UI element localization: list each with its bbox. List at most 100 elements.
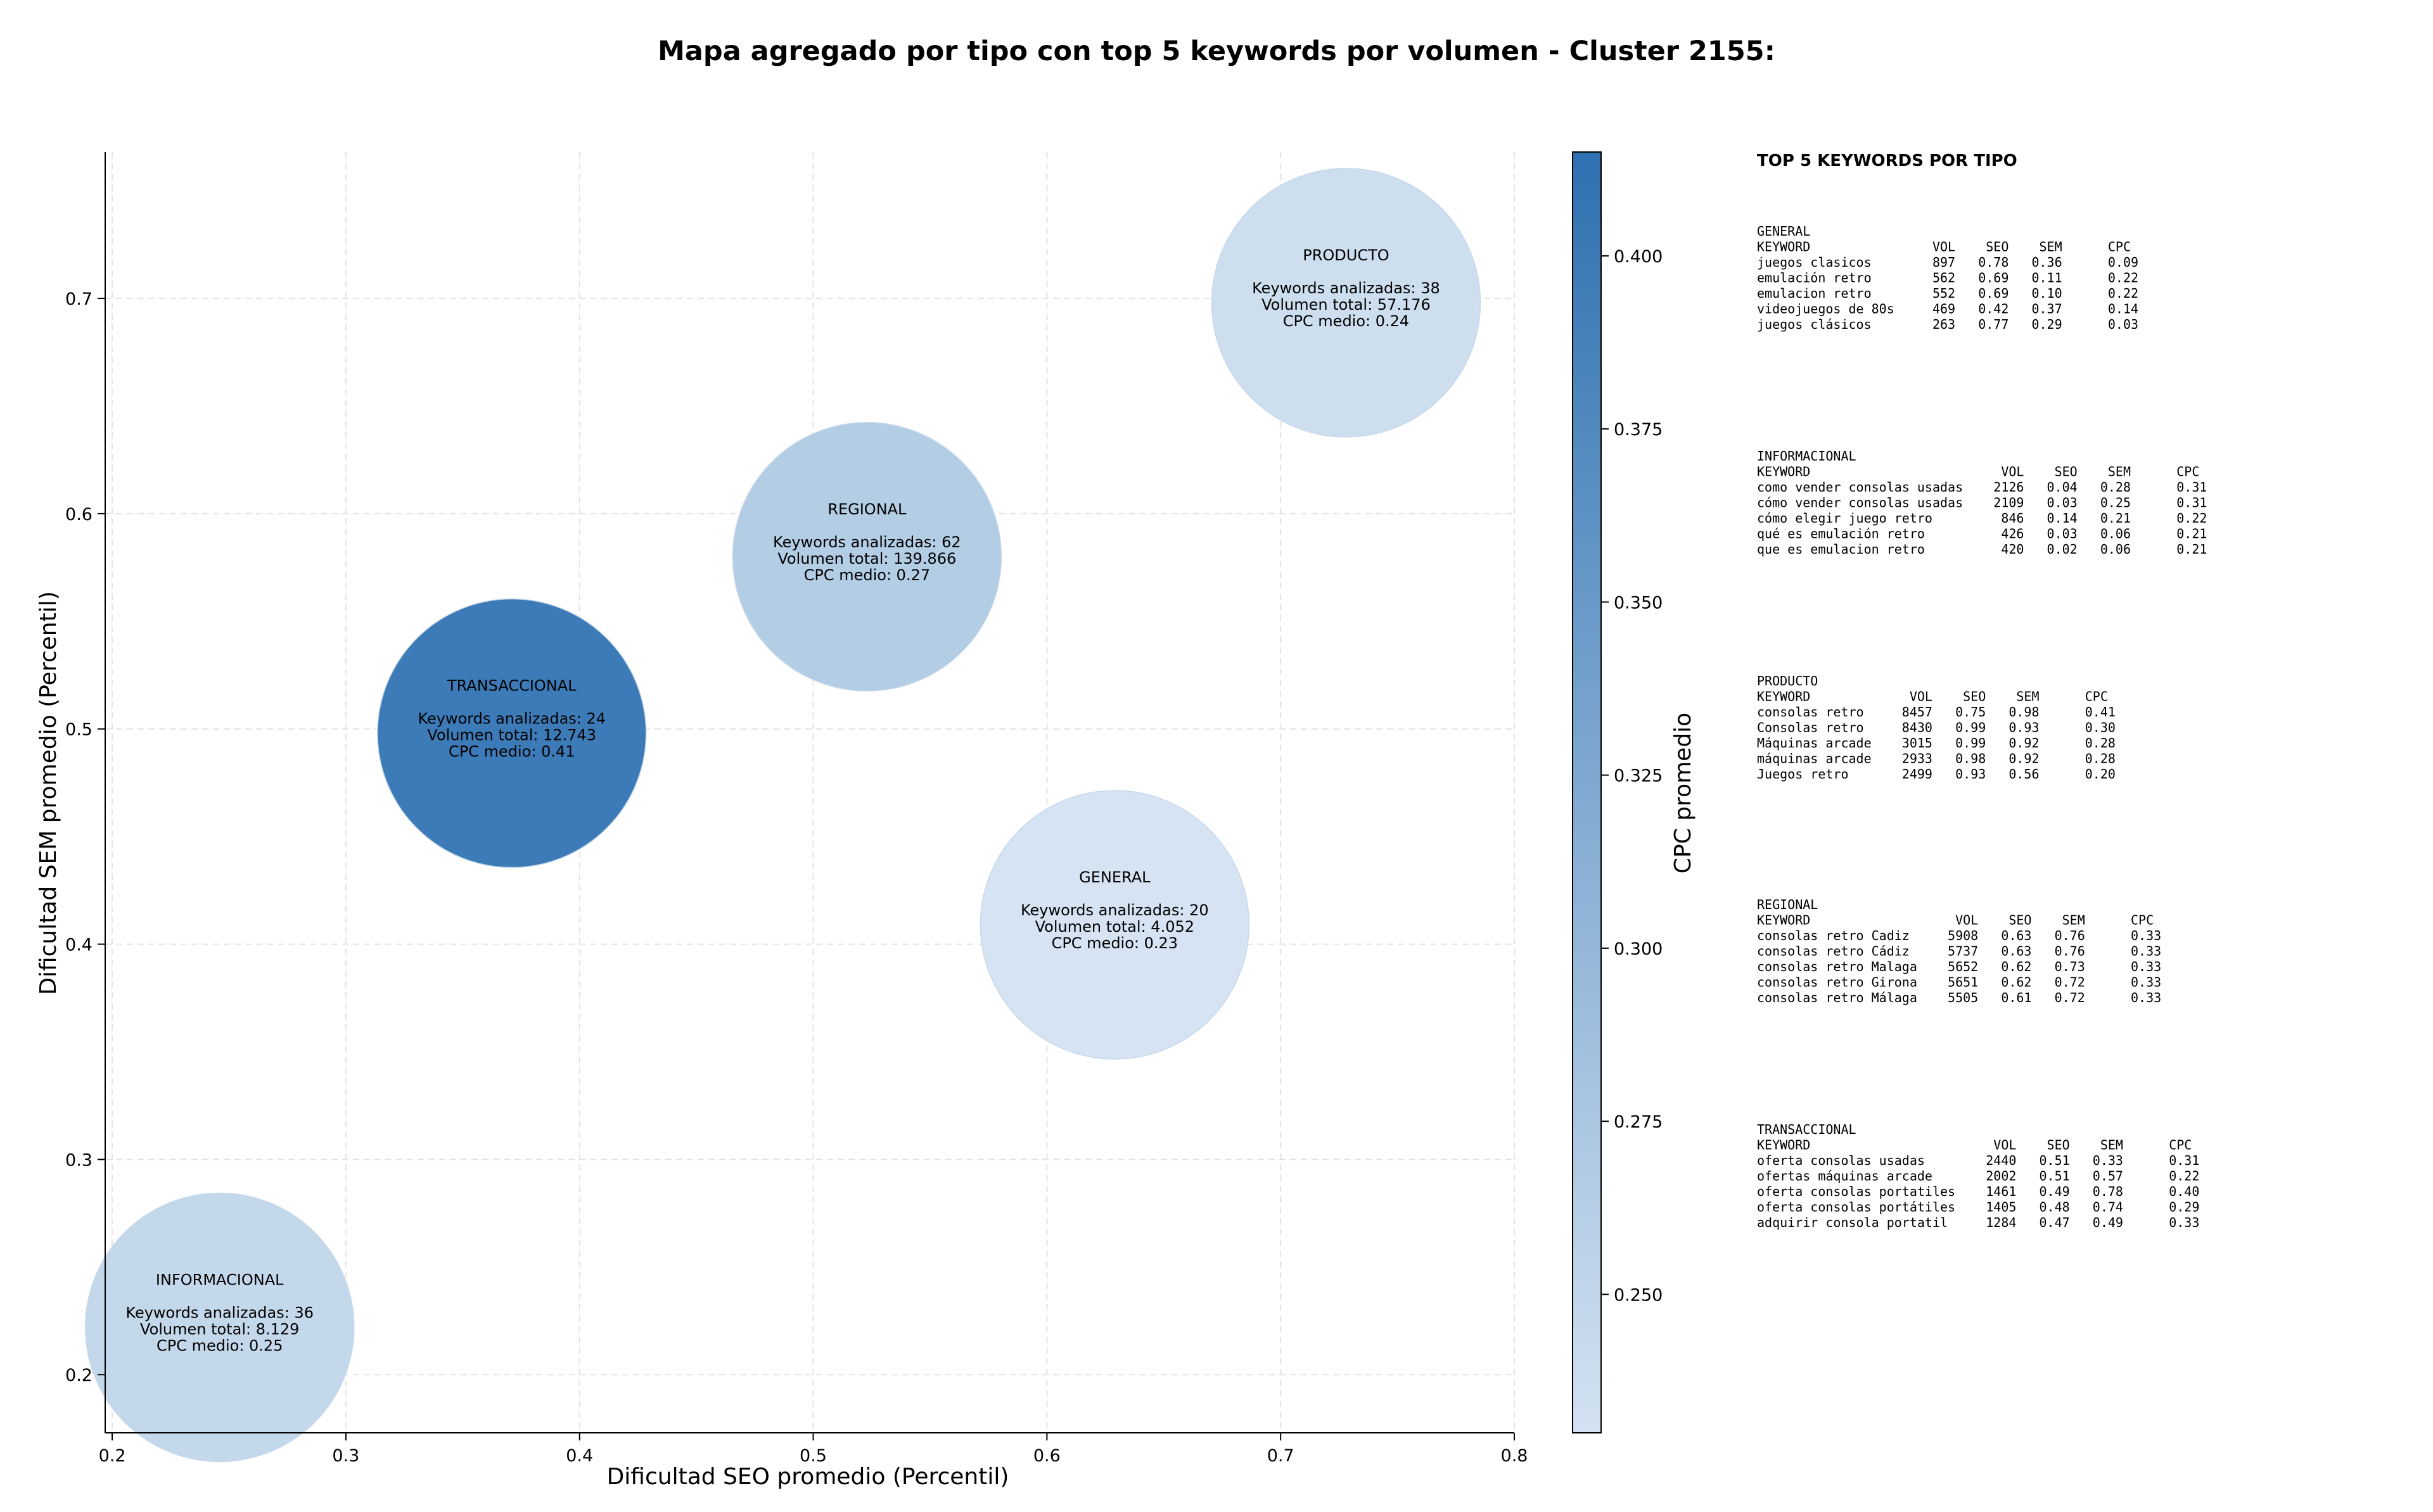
- bubble-keywords-label: Keywords analizadas: 36: [125, 1304, 314, 1321]
- x-tick-label: 0.8: [1501, 1446, 1528, 1466]
- bubble-keywords-label: Keywords analizadas: 24: [418, 710, 606, 728]
- bubble-group: TRANSACCIONAL Keywords analizadas: 24Volu…: [377, 598, 647, 868]
- bubble-keywords-label: Keywords analizadas: 38: [1252, 279, 1440, 297]
- table-row: oferta consolas portátiles 1405 0.48 0.7…: [1757, 1200, 2199, 1215]
- table-row: emulación retro 562 0.69 0.11 0.22: [1757, 270, 2138, 286]
- x-axis-label: Dificultad SEO promedio (Percentil): [607, 1464, 1009, 1490]
- x-tick-label: 0.7: [1267, 1446, 1294, 1466]
- bubble-type-label: INFORMACIONAL: [156, 1271, 284, 1288]
- colorbar-tick-label: 0.300: [1614, 939, 1663, 959]
- axes: 0.2 0.3 0.4 0.5 0.6 0.7 0.8 0.2 0.3 0.4 0.5 0.6 0.7: [65, 152, 1528, 1466]
- table-row: cómo elegir juego retro 846 0.14 0.21 0.…: [1757, 511, 2207, 526]
- table-row: Consolas retro 8430 0.99 0.93 0.30: [1757, 720, 2116, 735]
- x-tick-label: 0.3: [332, 1446, 359, 1466]
- bubble-volume-label: Volumen total: 4.052: [1035, 918, 1194, 936]
- colorbar-tick-label: 0.275: [1614, 1112, 1663, 1132]
- table-group-title: PRODUCTO: [1757, 673, 1818, 689]
- bubble-cpc-label: CPC medio: 0.25: [156, 1337, 283, 1354]
- bubble-cpc-label: CPC medio: 0.23: [1052, 934, 1178, 952]
- bubble-cpc-label: CPC medio: 0.24: [1283, 312, 1410, 330]
- bubble-keywords-label: Keywords analizadas: 20: [1021, 901, 1209, 919]
- table-row: videojuegos de 80s 469 0.42 0.37 0.14: [1757, 302, 2138, 317]
- x-tick-label: 0.6: [1033, 1446, 1061, 1466]
- table-row: que es emulacion retro 420 0.02 0.06 0.2…: [1757, 542, 2207, 557]
- table-row: máquinas arcade 2933 0.98 0.92 0.28: [1757, 751, 2116, 766]
- bubble-volume-label: Volumen total: 12.743: [427, 727, 596, 744]
- y-tick-label: 0.3: [65, 1150, 93, 1170]
- x-tick-label: 0.4: [566, 1446, 593, 1466]
- colorbar-gradient: [1572, 151, 1602, 1433]
- table-group-title: REGIONAL: [1757, 897, 1818, 912]
- table-header-row: KEYWORD VOL SEO SEM CPC: [1757, 689, 2108, 704]
- bubble-type-label: REGIONAL: [827, 500, 907, 518]
- table-row: emulacion retro 552 0.69 0.10 0.22: [1757, 286, 2138, 301]
- y-tick-label: 0.6: [65, 505, 93, 524]
- x-tick-label: 0.5: [800, 1446, 827, 1466]
- table-group-title: GENERAL: [1757, 224, 1810, 239]
- y-tick-label: 0.4: [65, 936, 93, 955]
- table-row: oferta consolas portatiles 1461 0.49 0.7…: [1757, 1184, 2199, 1199]
- y-tick-label: 0.7: [65, 289, 93, 309]
- x-tick-label: 0.2: [99, 1446, 126, 1466]
- table-header-row: KEYWORD VOL SEO SEM CPC: [1757, 464, 2199, 480]
- bubble-keywords-label: Keywords analizadas: 62: [773, 533, 961, 551]
- colorbar-tick-label: 0.350: [1614, 593, 1663, 613]
- bubble: [1211, 168, 1481, 438]
- table-row: adquirir consola portatil 1284 0.47 0.49…: [1757, 1215, 2199, 1230]
- table-row: juegos clásicos 263 0.77 0.29 0.03: [1757, 317, 2138, 332]
- table-header-row: KEYWORD VOL SEO SEM CPC: [1757, 1138, 2192, 1153]
- table-row: consolas retro Malaga 5652 0.62 0.73 0.3…: [1757, 959, 2161, 974]
- bubble-type-label: GENERAL: [1079, 868, 1151, 886]
- colorbar-label: CPC promedio: [1670, 713, 1696, 874]
- colorbar-tick-label: 0.375: [1614, 420, 1663, 440]
- bubble-volume-label: Volumen total: 8.129: [140, 1320, 299, 1338]
- bubble: [377, 598, 647, 868]
- colorbar-tick-label: 0.250: [1614, 1285, 1663, 1305]
- bubble-group: INFORMACIONAL Keywords analizadas: 36Volu…: [84, 1192, 355, 1463]
- table-row: Máquinas arcade 3015 0.99 0.92 0.28: [1757, 735, 2116, 751]
- table-row: consolas retro Málaga 5505 0.61 0.72 0.3…: [1757, 990, 2161, 1005]
- y-axis-label: Dificultad SEM promedio (Percentil): [35, 591, 61, 995]
- table-row: ofertas máquinas arcade 2002 0.51 0.57 0…: [1757, 1169, 2199, 1184]
- bubble-cpc-label: CPC medio: 0.27: [804, 566, 931, 584]
- colorbar-tick-label: 0.400: [1614, 247, 1663, 267]
- table-header-row: KEYWORD VOL SEO SEM CPC: [1757, 913, 2154, 928]
- table-row: qué es emulación retro 426 0.03 0.06 0.2…: [1757, 526, 2207, 542]
- bubble-type-label: TRANSACCIONAL: [447, 677, 577, 695]
- table-header-row: KEYWORD VOL SEO SEM CPC: [1757, 239, 2131, 255]
- y-tick-label: 0.5: [65, 720, 93, 740]
- bubble: [732, 422, 1002, 692]
- table-row: como vender consolas usadas 2126 0.04 0.…: [1757, 480, 2207, 495]
- bubble: [980, 790, 1250, 1060]
- table-row: oferta consolas usadas 2440 0.51 0.33 0.…: [1757, 1153, 2199, 1168]
- table-row: consolas retro Cádiz 5737 0.63 0.76 0.33: [1757, 944, 2161, 959]
- y-tick-label: 0.2: [65, 1366, 93, 1385]
- table-row: juegos clasicos 897 0.78 0.36 0.09: [1757, 255, 2138, 270]
- bubble-volume-label: Volumen total: 139.866: [777, 550, 956, 568]
- table-group-title: INFORMACIONAL: [1757, 448, 1856, 464]
- colorbar-tick-label: 0.325: [1614, 766, 1663, 786]
- table-row: cómo vender consolas usadas 2109 0.03 0.…: [1757, 495, 2207, 511]
- colorbar: 0.250 0.275 0.300 0.325 0.350 0.375 0.400: [1572, 151, 1663, 1433]
- bubble-cpc-label: CPC medio: 0.41: [449, 743, 575, 761]
- table-row: consolas retro Cadiz 5908 0.63 0.76 0.33: [1757, 928, 2161, 943]
- bubble-type-label: PRODUCTO: [1303, 246, 1389, 264]
- bubble: [84, 1192, 355, 1463]
- table-row: consolas retro Girona 5651 0.62 0.72 0.3…: [1757, 975, 2161, 990]
- chart-title: Mapa agregado por tipo con top 5 keyword…: [658, 35, 1775, 67]
- bubble-volume-label: Volumen total: 57.176: [1261, 296, 1431, 314]
- table-row: Juegos retro 2499 0.93 0.56 0.20: [1757, 766, 2116, 782]
- table-title: TOP 5 KEYWORDS POR TIPO: [1757, 151, 2017, 170]
